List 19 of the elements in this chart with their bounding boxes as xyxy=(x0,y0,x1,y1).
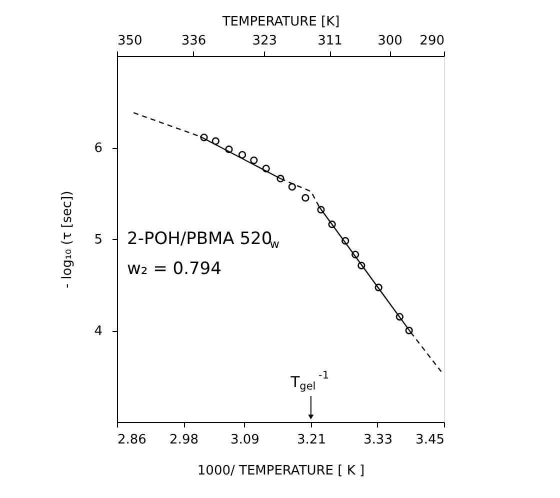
x-tick-label: 3.33 xyxy=(364,432,392,448)
y-tick-label: 6 xyxy=(94,141,102,156)
x-axis-title: 1000/ TEMPERATURE [ K ] xyxy=(197,464,365,478)
y-axis-title: - log₁₀ (τ [sec]) xyxy=(60,190,76,288)
x-tick-label: 3.09 xyxy=(230,432,260,448)
x-tick-label: 2.98 xyxy=(170,432,198,448)
x2-tick-label: 300 xyxy=(378,34,402,48)
x2-tick-label: 290 xyxy=(420,34,444,48)
x-tick-label: 3.45 xyxy=(416,432,444,448)
x2-tick-label: 336 xyxy=(181,34,206,48)
x2-tick-label: 311 xyxy=(318,34,342,48)
x2-tick-label: 323 xyxy=(252,34,278,48)
annotation: w₂ = 0.794 xyxy=(127,259,222,279)
y-tick-label: 4 xyxy=(94,324,102,339)
x-tick-label: 2.86 xyxy=(118,432,146,448)
x2-tick-label: 350 xyxy=(118,34,142,48)
y-tick-label: 5 xyxy=(94,232,102,248)
x-tick-label: 3.21 xyxy=(297,432,326,448)
x2-axis-title: TEMPERATURE [K] xyxy=(221,14,340,30)
